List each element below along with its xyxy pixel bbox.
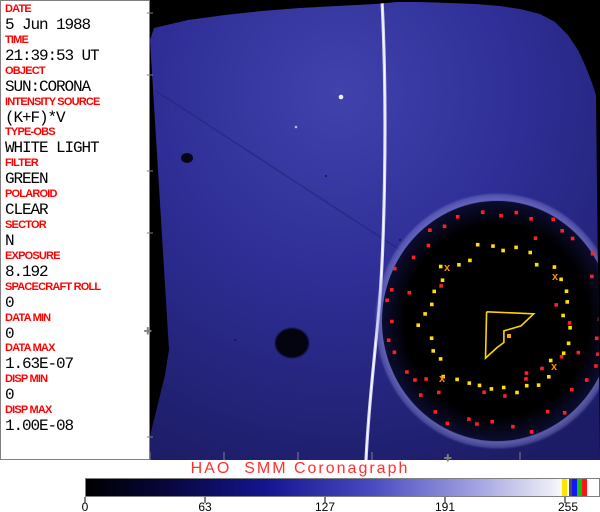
svg-text:x: x: [444, 262, 451, 274]
svg-text:x: x: [552, 271, 559, 283]
svg-text:x: x: [439, 373, 446, 385]
svg-text:x: x: [551, 361, 558, 373]
